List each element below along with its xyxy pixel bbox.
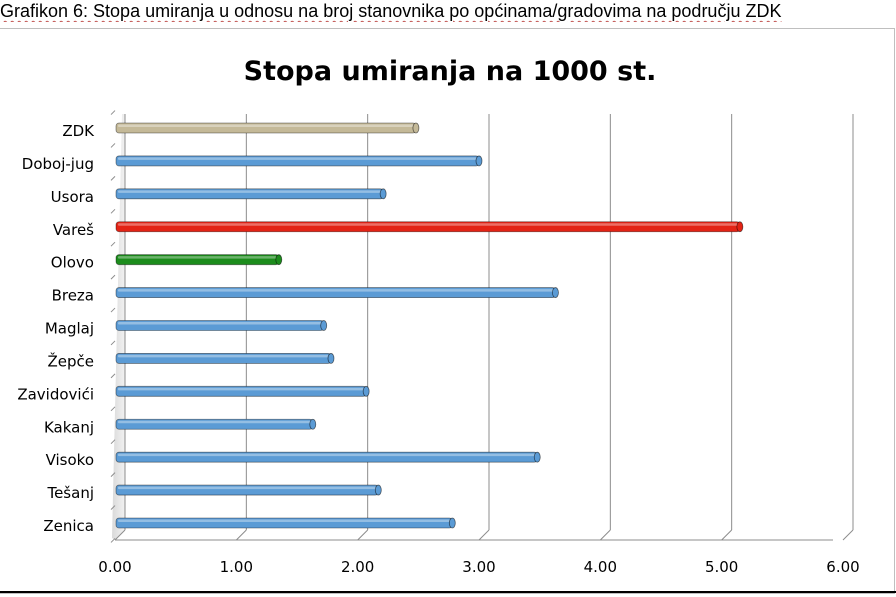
bar bbox=[115, 188, 387, 200]
axis-tick bbox=[110, 307, 116, 313]
grid-layer bbox=[110, 110, 854, 543]
x-tick-labels: 0.00 1.00 2.00 3.00 4.00 5.00 6.00 bbox=[98, 558, 859, 576]
gridline-floor bbox=[478, 529, 490, 541]
axis-tick bbox=[110, 538, 116, 543]
category-label: Zavidovići bbox=[17, 385, 94, 403]
bar bbox=[115, 418, 317, 430]
bar bbox=[115, 254, 283, 266]
x-tick-label: 1.00 bbox=[220, 558, 253, 576]
bar bbox=[115, 122, 420, 134]
x-tick-label: 6.00 bbox=[826, 558, 859, 576]
figure-caption: Grafikon 6: Stopa umiranja u odnosu na b… bbox=[0, 1, 782, 21]
axis-tick bbox=[110, 505, 116, 510]
bar bbox=[115, 484, 382, 496]
chart-frame bbox=[0, 28, 895, 594]
category-label: Olovo bbox=[51, 254, 94, 272]
axis-tick bbox=[110, 143, 116, 148]
bar bbox=[115, 221, 744, 233]
axis-tick bbox=[110, 472, 116, 477]
bar bbox=[115, 155, 483, 167]
gridline-floor bbox=[235, 529, 247, 541]
category-label: Maglaj bbox=[45, 320, 94, 338]
bar bbox=[115, 451, 541, 463]
category-labels: ZDK Doboj-jug Usora Vareš Olovo Breza Maglaj Že… bbox=[17, 122, 95, 535]
axis-tick bbox=[110, 110, 116, 115]
axis-tick bbox=[110, 340, 116, 346]
axis-tick bbox=[110, 274, 116, 280]
category-label: Usora bbox=[51, 188, 94, 206]
axis-tick bbox=[110, 208, 116, 214]
axis-tick bbox=[110, 406, 116, 412]
axis-tick bbox=[110, 241, 116, 247]
gridline-floor bbox=[721, 529, 733, 541]
axis-tick bbox=[110, 176, 116, 181]
gridline-floor bbox=[599, 529, 611, 541]
x-tick-label: 5.00 bbox=[705, 558, 738, 576]
x-tick-label: 2.00 bbox=[341, 558, 374, 576]
category-label: Tešanj bbox=[46, 484, 94, 502]
axis-tick bbox=[110, 373, 116, 379]
bar bbox=[115, 320, 328, 331]
bar bbox=[115, 517, 456, 529]
gridline-floor bbox=[842, 529, 854, 541]
category-label: Zenica bbox=[43, 517, 94, 535]
gridline-floor bbox=[114, 529, 126, 541]
bar bbox=[115, 287, 559, 298]
gridline-floor bbox=[357, 529, 369, 541]
category-label: Visoko bbox=[46, 451, 94, 469]
category-label: Breza bbox=[52, 287, 94, 305]
category-label: Vareš bbox=[53, 221, 94, 239]
x-tick-label: 0.00 bbox=[98, 558, 131, 576]
bar bbox=[115, 385, 370, 397]
bottom-rule bbox=[0, 591, 896, 593]
x-tick-label: 4.00 bbox=[584, 558, 617, 576]
chart-title: Stopa umiranja na 1000 st. bbox=[244, 56, 657, 87]
bar bbox=[115, 353, 335, 364]
category-label: ZDK bbox=[62, 122, 95, 140]
category-label: Žepče bbox=[47, 351, 94, 370]
x-tick-label: 3.00 bbox=[462, 558, 495, 576]
axis-tick bbox=[110, 439, 116, 445]
bars bbox=[115, 122, 744, 529]
category-label: Doboj-jug bbox=[22, 155, 94, 173]
category-label: Kakanj bbox=[44, 418, 94, 436]
